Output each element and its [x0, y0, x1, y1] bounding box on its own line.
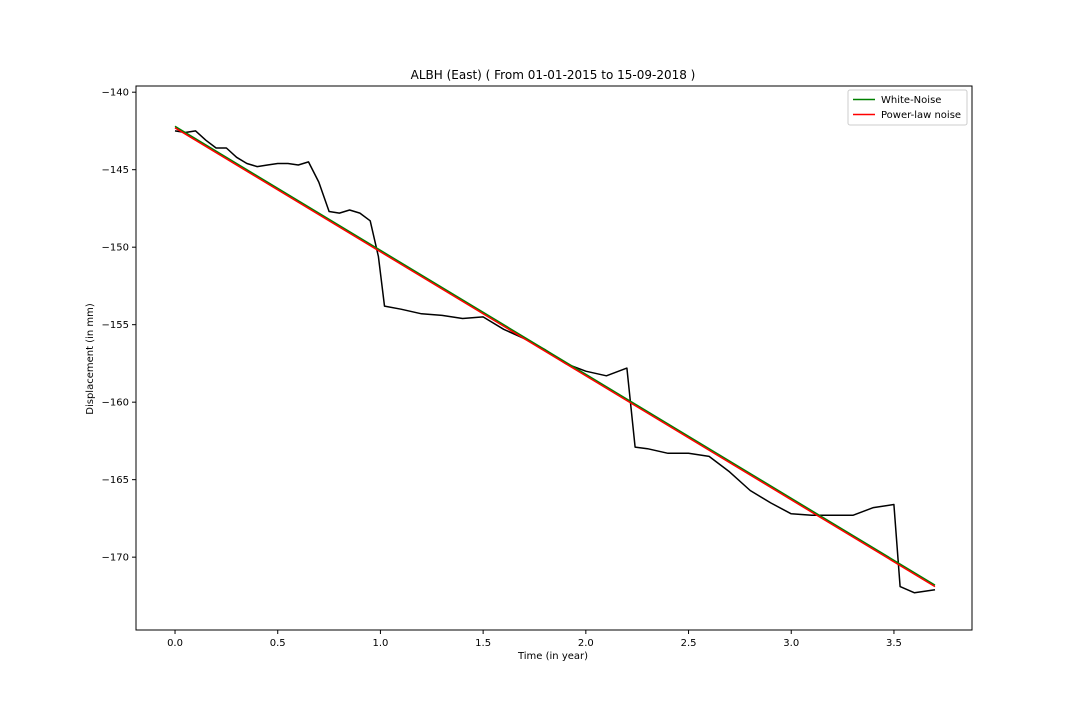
legend-power-law-label: Power-law noise: [881, 110, 961, 121]
white-noise-fit-line: [174, 125, 936, 586]
y-tick-label: −155: [102, 320, 129, 331]
y-tick-label: −145: [102, 165, 129, 176]
x-axis-label: Time (in year): [517, 651, 588, 662]
x-tick-label: 2.5: [681, 638, 697, 649]
x-tick-label: 2.0: [578, 638, 594, 649]
x-tick-label: 3.5: [886, 638, 902, 649]
y-tick-label: −160: [102, 398, 129, 409]
y-tick-label: −150: [102, 243, 129, 254]
chart-title: ALBH (East) ( From 01-01-2015 to 15-09-2…: [411, 68, 696, 82]
legend-white-noise-label: White-Noise: [881, 95, 941, 106]
legend: White-Noise Power-law noise: [847, 89, 968, 126]
x-tick-label: 0.5: [270, 638, 286, 649]
x-tick-label: 1.0: [372, 638, 388, 649]
axes-frame: [135, 85, 973, 631]
legend-box: [847, 89, 968, 126]
x-tick-label: 0.0: [167, 638, 183, 649]
displacement-series-line: [174, 130, 936, 594]
y-tick-label: −165: [102, 475, 129, 486]
x-tick-label: 1.5: [475, 638, 491, 649]
axes: 0.0 0.5 1.0 1.5 2.0 2.5 3.0 3.5 −140 −145 −150 −155…: [102, 85, 973, 649]
y-axis-label: Displacement (in mm): [85, 303, 96, 415]
plot-area: [174, 125, 936, 594]
y-tick-label: −170: [102, 553, 129, 564]
x-tick-label: 3.0: [783, 638, 799, 649]
y-tick-label: −140: [102, 88, 129, 99]
power-law-fit-line: [174, 127, 936, 588]
